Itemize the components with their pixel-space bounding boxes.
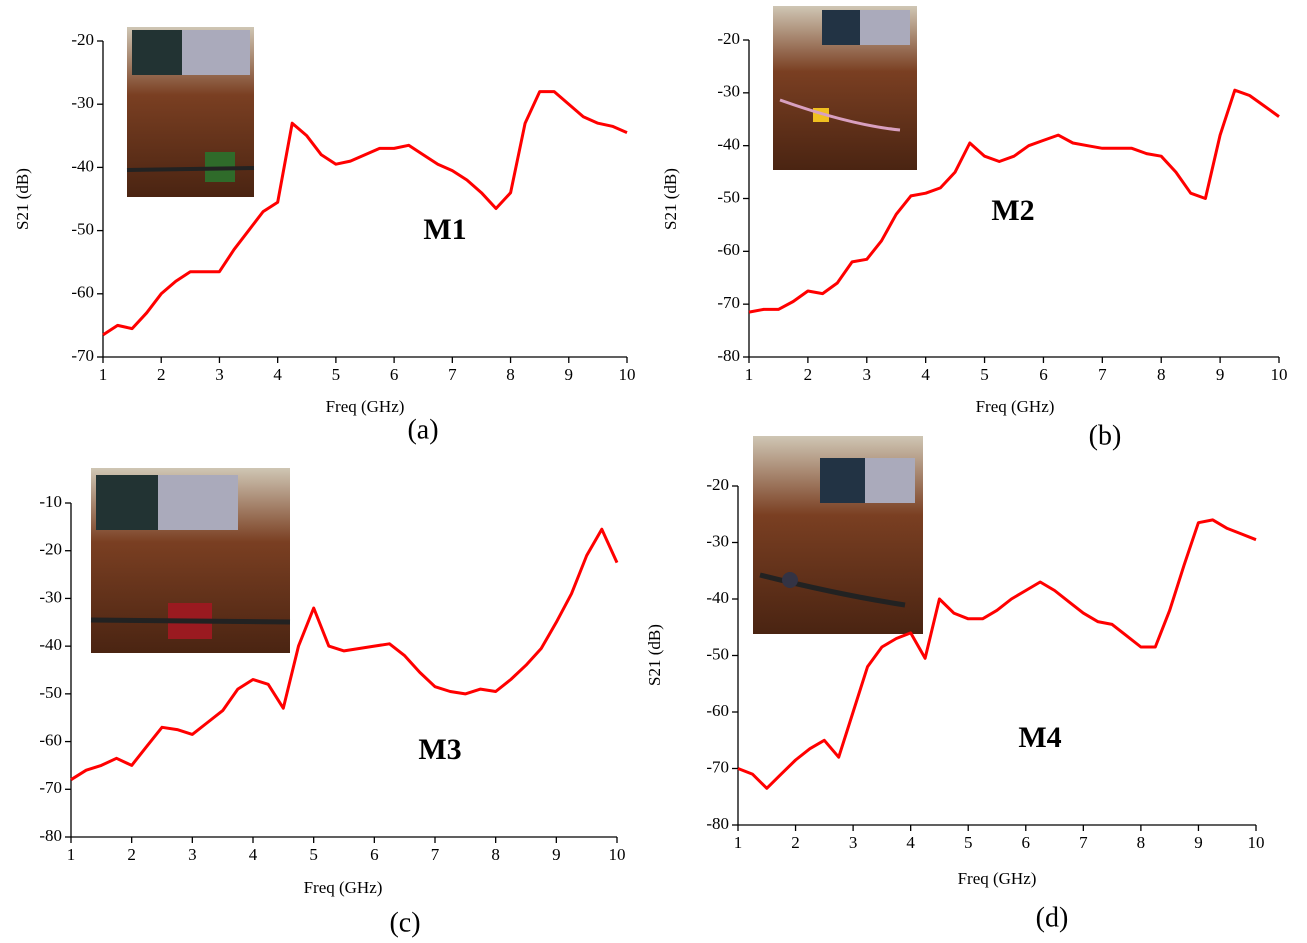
y-tick-label: -70 <box>717 293 740 312</box>
y-tick-label: -20 <box>71 30 94 49</box>
x-tick-label: 10 <box>1271 365 1288 384</box>
x-tick-label: 9 <box>1216 365 1225 384</box>
x-tick-label: 2 <box>804 365 813 384</box>
y-tick-label: -20 <box>717 29 740 48</box>
y-tick-label: -40 <box>706 588 729 607</box>
x-tick-label: 7 <box>1098 365 1107 384</box>
inset-photo-c <box>90 468 291 653</box>
y-tick-label: -50 <box>71 220 94 239</box>
x-tick-label: 6 <box>1022 833 1031 852</box>
x-tick-label: 7 <box>431 845 440 864</box>
x-tick-label: 8 <box>491 845 500 864</box>
inset-photo-a <box>126 27 255 197</box>
y-tick-label: -50 <box>39 683 62 702</box>
y-tick-label: -60 <box>39 730 62 749</box>
x-tick-label: 5 <box>309 845 318 864</box>
y-tick-label: -40 <box>39 635 62 654</box>
y-tick-label: -20 <box>39 540 62 559</box>
inset-photo-d <box>753 436 923 634</box>
x-tick-label: 8 <box>506 365 515 384</box>
inset-photo-b <box>773 6 917 170</box>
x-tick-label: 4 <box>273 365 282 384</box>
x-tick-label: 1 <box>67 845 76 864</box>
y-tick-label: -80 <box>706 814 729 833</box>
y-tick-label: -20 <box>706 475 729 494</box>
y-tick-label: -40 <box>71 156 94 175</box>
y-tick-label: -30 <box>71 93 94 112</box>
x-tick-label: 6 <box>390 365 399 384</box>
y-tick-label: -50 <box>717 187 740 206</box>
x-tick-label: 8 <box>1157 365 1166 384</box>
x-tick-label: 7 <box>448 365 457 384</box>
x-tick-label: 9 <box>565 365 574 384</box>
x-tick-label: 5 <box>964 833 973 852</box>
curve-label: M4 <box>1018 721 1061 754</box>
x-tick-label: 2 <box>791 833 800 852</box>
x-tick-label: 3 <box>849 833 858 852</box>
x-axis-label: Freq (GHz) <box>958 869 1037 888</box>
x-tick-label: 5 <box>332 365 341 384</box>
x-tick-label: 10 <box>1248 833 1265 852</box>
y-tick-label: -70 <box>39 778 62 797</box>
curve-label: M2 <box>991 194 1034 227</box>
curve-label: M3 <box>418 733 461 766</box>
x-tick-label: 2 <box>157 365 166 384</box>
y-axis-label: S21 (dB) <box>645 624 664 686</box>
y-tick-label: -10 <box>39 492 62 511</box>
x-tick-label: 1 <box>734 833 743 852</box>
x-tick-label: 1 <box>745 365 754 384</box>
x-tick-label: 10 <box>609 845 626 864</box>
x-tick-label: 3 <box>188 845 197 864</box>
y-axis-label: S21 (dB) <box>13 168 32 230</box>
panel-caption: (d) <box>1036 902 1069 933</box>
x-tick-label: 9 <box>1194 833 1203 852</box>
y-tick-label: -60 <box>71 283 94 302</box>
panel-caption: (b) <box>1089 420 1122 451</box>
data-line <box>737 518 1257 790</box>
y-tick-label: -80 <box>39 826 62 845</box>
data-line <box>748 88 1280 314</box>
x-tick-label: 7 <box>1079 833 1088 852</box>
x-axis-label: Freq (GHz) <box>976 397 1055 416</box>
x-axis-label: Freq (GHz) <box>304 878 383 897</box>
y-tick-label: -50 <box>706 644 729 663</box>
x-tick-label: 4 <box>921 365 930 384</box>
x-tick-label: 4 <box>249 845 258 864</box>
x-tick-label: 10 <box>619 365 636 384</box>
panel-caption: (c) <box>389 907 420 938</box>
panel-caption: (a) <box>407 414 438 445</box>
x-tick-label: 3 <box>863 365 872 384</box>
x-tick-label: 1 <box>99 365 108 384</box>
curve-label: M1 <box>423 213 466 246</box>
data-line <box>102 90 628 337</box>
x-tick-label: 8 <box>1137 833 1146 852</box>
x-tick-label: 3 <box>215 365 224 384</box>
y-tick-label: -60 <box>706 701 729 720</box>
x-tick-label: 6 <box>1039 365 1048 384</box>
x-tick-label: 2 <box>127 845 136 864</box>
y-tick-label: -70 <box>706 757 729 776</box>
y-tick-label: -30 <box>717 82 740 101</box>
x-tick-label: 4 <box>906 833 915 852</box>
y-tick-label: -80 <box>717 346 740 365</box>
y-tick-label: -30 <box>39 587 62 606</box>
x-tick-label: 5 <box>980 365 989 384</box>
y-tick-label: -60 <box>717 240 740 259</box>
y-tick-label: -40 <box>717 135 740 154</box>
y-tick-label: -30 <box>706 531 729 550</box>
y-tick-label: -70 <box>71 346 94 365</box>
x-tick-label: 6 <box>370 845 379 864</box>
x-axis-label: Freq (GHz) <box>326 397 405 416</box>
x-tick-label: 9 <box>552 845 561 864</box>
data-line <box>70 527 619 781</box>
y-axis-label: S21 (dB) <box>661 168 680 230</box>
